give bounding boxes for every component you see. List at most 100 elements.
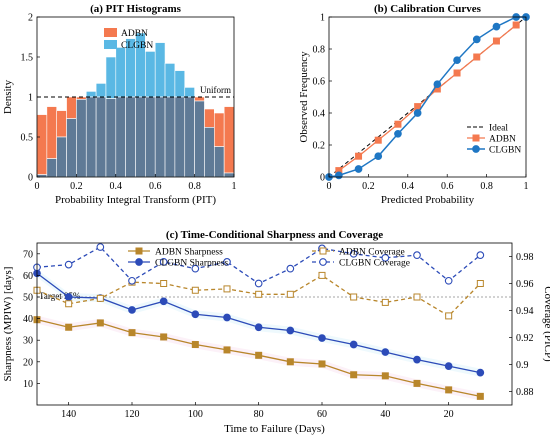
calibration-legend-label-adbn: ADBN	[489, 135, 516, 145]
clgbn-coverage-point	[96, 243, 105, 251]
pit-bar-top-6	[95, 83, 107, 98]
adbn-coverage-point	[445, 312, 453, 320]
pit-x-axis-label: Probability Integral Transform (PIT)	[55, 194, 216, 206]
sharpness-plot-frame	[36, 242, 513, 406]
pit-bar-overlap-9	[125, 96, 136, 178]
adbn-sharpness-point	[223, 346, 231, 354]
pit-x-tick-label: 0.8	[188, 181, 201, 192]
clgbn-sharpness-point	[349, 340, 358, 349]
calibration-x-tick-label: 0	[327, 181, 332, 192]
uniform-label: Uniform	[200, 85, 231, 95]
calibration-y-tick-label: 0.2	[313, 141, 326, 152]
pit-bar-overlap-12	[154, 96, 166, 178]
pit-y-tick-label: 1.5	[21, 53, 34, 64]
adbn-sharpness-point	[413, 379, 421, 387]
calibration-legend-marker-clgbn	[472, 145, 480, 153]
clgbn-coverage-point	[413, 251, 421, 259]
calibration-adbn-point	[453, 69, 461, 77]
calibration-y-tick-label: 1	[320, 13, 325, 24]
legend-label-clgbn-sharpness: CLGBN Sharpness	[155, 259, 228, 269]
clgbn-coverage-point	[476, 251, 485, 259]
sharpness-y-tick-label: 70	[23, 249, 33, 260]
pit-bar-top-0	[36, 114, 48, 175]
target-coverage-label: Target 95%	[39, 291, 81, 301]
clgbn-sharpness-point	[476, 368, 485, 377]
adbn-coverage-point	[255, 290, 263, 298]
pit-title: (a) PIT Histograms	[90, 3, 182, 15]
adbn-sharpness-point	[255, 351, 263, 359]
pit-x-tick-label: 0.4	[110, 181, 123, 192]
pit-y-tick-label: 1	[28, 93, 33, 104]
calibration-y-tick-label: 0	[320, 173, 325, 184]
sharpness-y-tick-label: 60	[23, 271, 33, 282]
pit-bar-overlap-18	[214, 146, 225, 178]
pit-bar-overlap-2	[56, 136, 67, 178]
legend-label-adbn-coverage: ADBN Coverage	[339, 248, 405, 258]
calibration-x-tick-label: 0.8	[480, 181, 493, 192]
pit-bar-overlap-7	[105, 98, 117, 178]
pit-bar-top-16	[194, 96, 205, 102]
clgbn-sharpness-point	[444, 362, 453, 370]
coverage-y-tick-label: 0.92	[516, 333, 534, 344]
clgbn-coverage-point	[286, 264, 295, 273]
pit-legend-label-clgbn: CLGBN	[121, 41, 153, 51]
coverage-y-tick-label: 0.88	[516, 387, 534, 398]
calibration-clgbn-point	[354, 165, 363, 173]
sharpness-x-axis-label: Time to Failure (Days)	[224, 423, 325, 435]
coverage-y-tick-label: 0.9	[516, 360, 529, 371]
clgbn-coverage-point	[159, 258, 168, 266]
adbn-coverage-point	[191, 286, 199, 294]
coverage-y-tick-label: 0.96	[516, 279, 534, 290]
calibration-clgbn-point	[492, 22, 501, 31]
calibration-clgbn-point	[335, 171, 343, 180]
pit-bar-top-3	[66, 96, 77, 119]
sharpness-y-tick-label: 50	[23, 293, 33, 304]
calibration-y-axis-label: Observed Frequency	[298, 51, 310, 143]
pit-bar-overlap-6	[95, 96, 107, 178]
pit-bar-overlap-4	[76, 99, 87, 178]
calibration-adbn-point	[473, 53, 481, 61]
pit-bar-overlap-10	[135, 96, 146, 178]
clgbn-coverage-point	[128, 276, 136, 285]
clgbn-sharpness-point	[286, 326, 295, 335]
sharpness-title: (c) Time-Conditional Sharpness and Cover…	[166, 229, 383, 241]
pit-bar-top-14	[174, 70, 186, 98]
adbn-sharpness-point	[318, 360, 326, 368]
clgbn-sharpness-point	[413, 355, 421, 364]
adbn-sharpness-point	[350, 371, 358, 379]
sharpness-y-tick-label: 30	[23, 336, 33, 347]
pit-bar-top-18	[214, 112, 225, 147]
calibration-legend-marker-adbn	[472, 134, 480, 142]
pit-y-tick-label: 0	[28, 173, 33, 184]
calibration-clgbn-point	[472, 35, 481, 44]
legend-marker-clgbn-sharpness	[135, 258, 143, 266]
pit-legend-label-adbn: ADBN	[121, 29, 148, 39]
pit-bar-overlap-15	[184, 96, 195, 178]
sharpness-y-axis-label: Sharpness (MPIW) [days]	[2, 267, 14, 382]
pit-bar-top-11	[145, 51, 156, 98]
calibration-x-tick-label: 0.6	[441, 181, 454, 192]
legend-marker-adbn-sharpness	[135, 247, 143, 255]
pit-bar-top-7	[105, 56, 117, 99]
legend-label-clgbn-coverage: CLGBN Coverage	[339, 259, 410, 269]
adbn-coverage-point	[65, 300, 73, 308]
pit-x-tick-label: 0.6	[149, 181, 162, 192]
coverage-y-tick-label: 0.94	[516, 306, 534, 317]
sharpness-x-tick-label: 60	[317, 409, 327, 420]
pit-bar-overlap-17	[204, 127, 215, 178]
pit-x-tick-label: 0	[35, 181, 40, 192]
coverage-y-tick-label: 0.98	[516, 252, 534, 263]
calibration-plot-frame	[328, 16, 527, 178]
sharpness-x-tick-label: 140	[61, 409, 76, 420]
calibration-clgbn-point	[453, 56, 461, 65]
sharpness-y-tick-label: 40	[23, 314, 33, 325]
clgbn-sharpness-point	[191, 310, 200, 319]
sharpness-x-tick-label: 40	[380, 409, 390, 420]
pit-bar-top-2	[56, 110, 67, 138]
adbn-coverage-point	[318, 271, 326, 279]
sharpness-x-tick-label: 80	[254, 409, 264, 420]
coverage-y-axis-label: Coverage (PICP)	[542, 286, 550, 362]
adbn-sharpness-point	[65, 323, 73, 331]
sharpness-y-tick-label: 20	[23, 357, 33, 368]
pit-bar-top-15	[184, 87, 195, 98]
